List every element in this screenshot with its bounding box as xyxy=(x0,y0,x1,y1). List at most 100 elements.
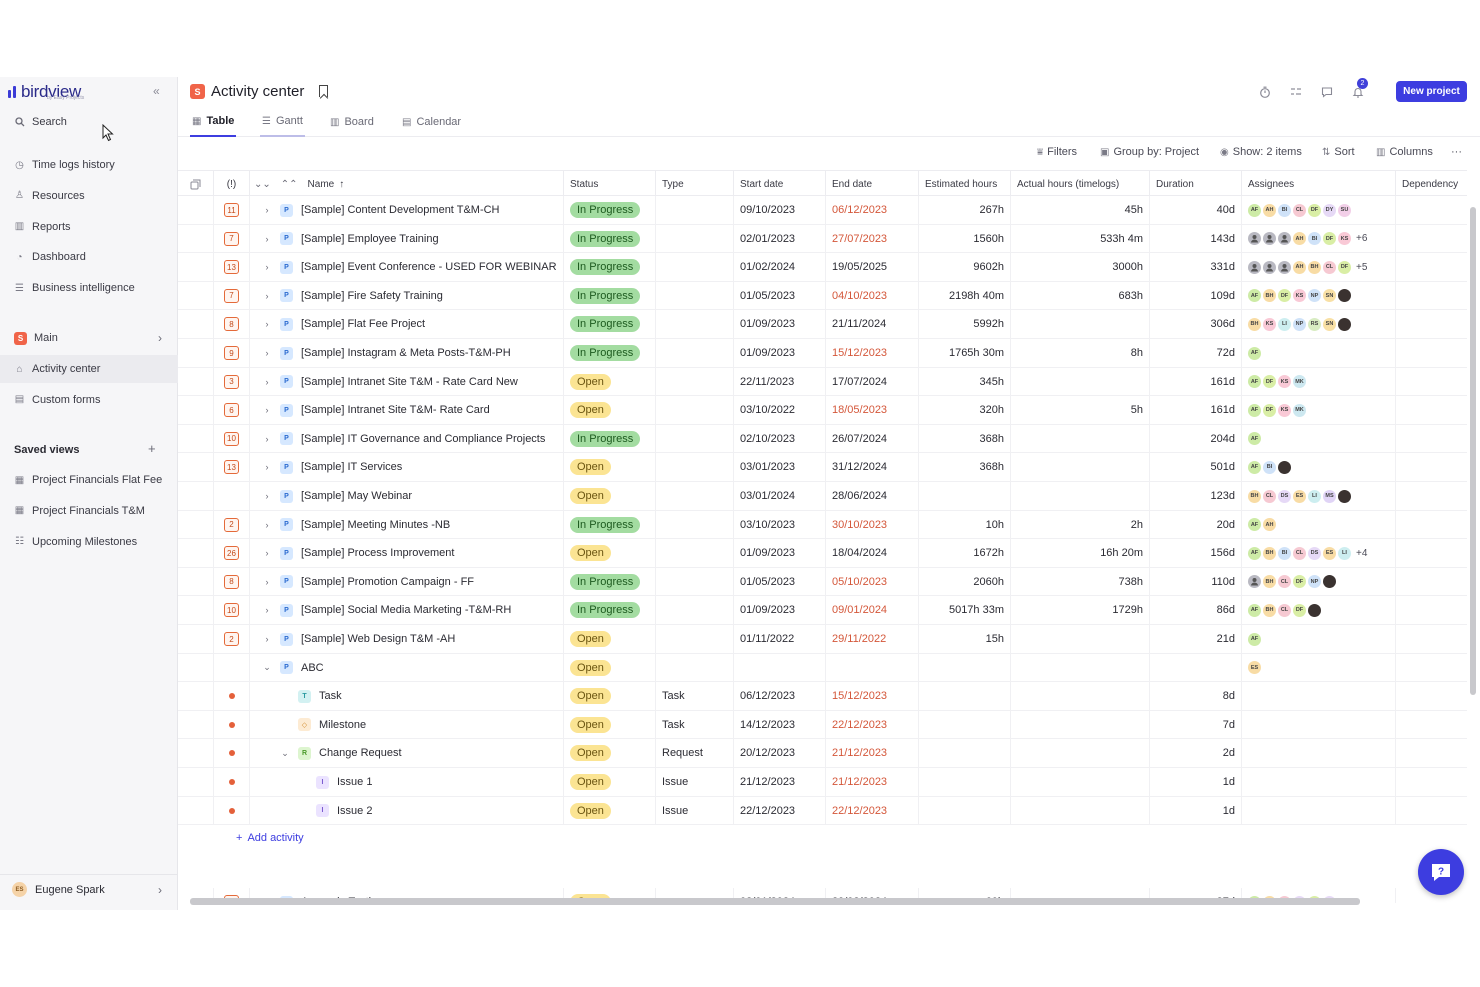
collapse-all-icon[interactable]: ⌃⌃ xyxy=(280,178,298,190)
table-row[interactable]: 13 › P [Sample] IT Services Open 03/01/2023 31… xyxy=(178,453,1467,482)
activity-name[interactable]: [Sample] Intranet Site T&M- Rate Card xyxy=(301,404,490,417)
table-row[interactable]: 7 › P [Sample] Fire Safety Training In Progr… xyxy=(178,281,1467,311)
end-date-header[interactable]: End date xyxy=(825,171,918,197)
activity-name[interactable]: [Sample] May Webinar xyxy=(301,490,413,502)
activity-name[interactable]: [Sample] Content Development T&M-CH xyxy=(301,204,500,216)
status-badge[interactable]: Open xyxy=(570,459,611,476)
status-badge[interactable]: In Progress xyxy=(570,573,641,590)
logo[interactable]: birdview xyxy=(8,80,81,104)
activity-name[interactable]: ABC xyxy=(301,661,324,674)
user-profile[interactable]: ES Eugene Spark › xyxy=(0,874,178,904)
count-header[interactable]: (!) xyxy=(213,171,249,197)
horizontal-scrollbar[interactable] xyxy=(182,897,1466,905)
workspace-item-0[interactable]: ⌂ Activity center xyxy=(0,355,178,383)
activity-name[interactable]: Change Request xyxy=(319,747,402,760)
status-badge[interactable]: Open xyxy=(570,688,611,705)
table-row[interactable]: 2 › P [Sample] Meeting Minutes -NB In Progre… xyxy=(178,510,1467,540)
duration-header[interactable]: Duration xyxy=(1149,171,1241,197)
sidebar-item-main[interactable]: S Main › xyxy=(0,324,178,352)
tab-board[interactable]: ▥ Board xyxy=(328,107,376,137)
activity-name[interactable]: Milestone xyxy=(319,718,367,731)
activity-name[interactable]: [Sample] Promotion Campaign - FF xyxy=(301,575,475,588)
name-header[interactable]: ⌄⌄ ⌃⌃ Name ↑ xyxy=(249,171,563,197)
chevron-right-icon[interactable]: › xyxy=(265,405,269,416)
status-badge[interactable]: In Progress xyxy=(570,230,641,247)
table-row[interactable]: 6 › P [Sample] Intranet Site T&M- Rate Card… xyxy=(178,396,1467,425)
saved-view-2[interactable]: ☷ Upcoming Milestones xyxy=(0,528,178,556)
saved-view-0[interactable]: ▦ Project Financials Flat Fee xyxy=(0,466,178,494)
status-badge[interactable]: Open xyxy=(570,745,611,762)
estimated-hours-header[interactable]: Estimated hours xyxy=(918,171,1010,197)
more-options-button[interactable]: ··· xyxy=(1451,146,1462,158)
status-badge[interactable]: Open xyxy=(570,631,611,647)
table-row[interactable]: ⌄ P ABC Open ES xyxy=(178,653,1467,683)
status-badge[interactable]: In Progress xyxy=(570,516,641,533)
show-items-button[interactable]: ◉ Show: 2 items xyxy=(1220,146,1302,158)
status-badge[interactable]: In Progress xyxy=(570,259,641,276)
table-row[interactable]: 7 › P [Sample] Employee Training In Progress… xyxy=(178,224,1467,254)
table-row[interactable]: 10 › P [Sample] IT Governance and Complianc… xyxy=(178,424,1467,454)
activity-name[interactable]: Issue 1 xyxy=(337,776,373,788)
expand-all-icon[interactable]: ⌄⌄ xyxy=(254,178,271,190)
activity-name[interactable]: [Sample] IT Services xyxy=(301,461,403,474)
activity-name[interactable]: Issue 2 xyxy=(337,804,373,817)
activity-name[interactable]: [Sample] Instagram & Meta Posts-T&M-PH xyxy=(301,347,511,359)
group-by-button[interactable]: ▣ Group by: Project xyxy=(1100,146,1199,158)
columns-button[interactable]: ▥ Columns xyxy=(1376,146,1433,158)
bell-icon[interactable] xyxy=(1351,85,1365,99)
activity-name[interactable]: [Sample] IT Governance and Compliance Pr… xyxy=(301,432,546,445)
chevron-right-icon[interactable]: › xyxy=(265,233,269,244)
horizontal-scroll-thumb[interactable] xyxy=(190,898,1360,905)
status-badge[interactable]: In Progress xyxy=(570,316,641,333)
sidebar-item-3[interactable]: ◔ Dashboard xyxy=(0,243,178,271)
table-row[interactable]: I Issue 2 Open Issue 22/12/2023 22/12/2023 1d xyxy=(178,796,1467,826)
table-row[interactable]: 10 › P [Sample] Social Media Marketing -T&M… xyxy=(178,596,1467,625)
tab-gantt[interactable]: ☰ Gantt xyxy=(260,107,305,137)
activity-name[interactable]: [Sample] Flat Fee Project xyxy=(301,318,426,331)
table-row[interactable]: ◇ Milestone Open Task 14/12/2023 22/12/2023 7d xyxy=(178,710,1467,740)
activity-name[interactable]: [Sample] Meeting Minutes -NB xyxy=(301,518,451,531)
chevron-right-icon[interactable]: › xyxy=(265,262,269,273)
status-badge[interactable]: Open xyxy=(570,373,611,390)
tab-calendar[interactable]: ▤ Calendar xyxy=(400,107,463,137)
add-activity-button[interactable]: + Add activity xyxy=(236,832,304,844)
vertical-scroll-thumb[interactable] xyxy=(1470,207,1476,695)
assignees-header[interactable]: Assignees xyxy=(1241,171,1395,197)
chevron-down-icon[interactable]: ⌄ xyxy=(263,662,271,673)
dependency-header[interactable]: Dependency xyxy=(1395,171,1467,197)
chevron-right-icon[interactable]: › xyxy=(265,462,269,473)
chevron-right-icon[interactable]: › xyxy=(265,634,269,644)
activity-name[interactable]: [Sample] Process Improvement xyxy=(301,547,455,560)
table-row[interactable]: 13 › P [Sample] Event Conference - USED FOR… xyxy=(178,253,1467,282)
chevron-right-icon[interactable]: › xyxy=(265,491,269,501)
activity-name[interactable]: [Sample] Web Design T&M -AH xyxy=(301,633,456,645)
sidebar-item-1[interactable]: ♙ Resources xyxy=(0,182,178,210)
workload-icon[interactable] xyxy=(1289,85,1303,99)
chevron-right-icon[interactable]: › xyxy=(265,205,269,215)
table-row[interactable]: › P [Sample] May Webinar Open 03/01/2024 28/0… xyxy=(178,482,1467,511)
actual-hours-header[interactable]: Actual hours (timelogs) xyxy=(1010,171,1149,197)
activity-name[interactable]: [Sample] Social Media Marketing -T&M-RH xyxy=(301,604,512,617)
table-row[interactable]: 3 › P [Sample] Intranet Site T&M - Rate Car… xyxy=(178,367,1467,397)
status-badge[interactable]: In Progress xyxy=(570,345,641,361)
vertical-scrollbar[interactable] xyxy=(1469,197,1477,897)
activity-name[interactable]: [Sample] Event Conference - USED FOR WEB… xyxy=(301,261,557,274)
status-badge[interactable]: Open xyxy=(570,716,611,733)
table-row[interactable]: ⌄ R Change Request Open Request 20/12/2023 21/… xyxy=(178,739,1467,768)
table-row[interactable]: 8 › P [Sample] Promotion Campaign - FF In Pr… xyxy=(178,567,1467,597)
status-badge[interactable]: In Progress xyxy=(570,602,641,619)
status-badge[interactable]: Open xyxy=(570,488,611,504)
activity-name[interactable]: [Sample] Employee Training xyxy=(301,232,439,245)
activity-name[interactable]: Task xyxy=(319,690,342,703)
help-chat-button[interactable]: ? xyxy=(1418,849,1464,895)
sidebar-item-2[interactable]: ▥ Reports xyxy=(0,213,178,241)
status-badge[interactable]: In Progress xyxy=(570,202,641,218)
chevron-right-icon[interactable]: › xyxy=(265,519,269,530)
tab-table[interactable]: ▦ Table xyxy=(190,107,237,137)
status-badge[interactable]: Open xyxy=(570,545,611,562)
chevron-right-icon[interactable]: › xyxy=(265,576,269,587)
chevron-down-icon[interactable]: ⌄ xyxy=(281,747,289,758)
chevron-right-icon[interactable]: › xyxy=(265,376,269,387)
sidebar-item-4[interactable]: ☰ Business intelligence xyxy=(0,274,178,302)
sidebar-search[interactable]: Search xyxy=(0,108,178,136)
